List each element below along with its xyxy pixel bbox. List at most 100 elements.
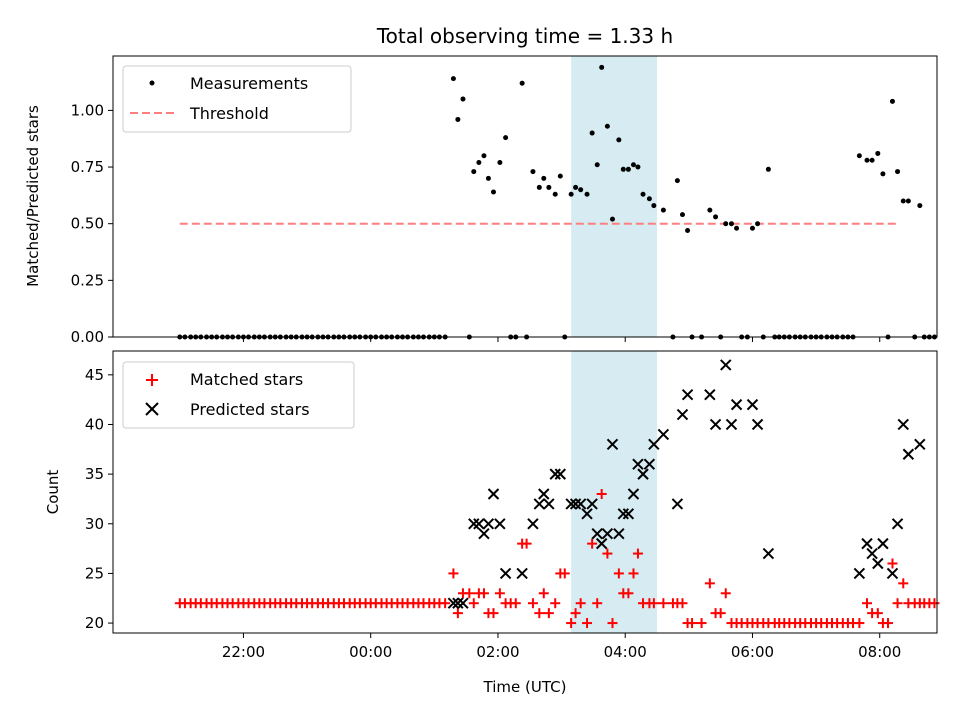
measurement-point — [589, 130, 595, 136]
legend-measurements-label: Measurements — [190, 74, 308, 93]
predicted-point — [549, 468, 561, 480]
matched-point — [883, 618, 894, 629]
matched-point — [538, 588, 549, 599]
y-tick-label: 1.00 — [71, 101, 104, 119]
predicted-point — [886, 567, 899, 580]
predicted-point — [533, 498, 546, 510]
predicted-point — [617, 508, 630, 520]
measurement-point — [651, 203, 657, 209]
predicted-point — [478, 527, 490, 540]
predicted-point — [704, 388, 716, 401]
predicted-point — [853, 567, 866, 580]
matched-point — [587, 538, 598, 549]
y-tick-label: 40 — [85, 415, 104, 433]
predicted-point — [725, 418, 738, 431]
predicted-point — [457, 597, 469, 609]
measurement-point — [640, 191, 646, 197]
measurement-point — [530, 169, 536, 175]
measurement-point — [660, 207, 666, 213]
x-tick-label: 04:00 — [604, 643, 647, 661]
matched-point — [648, 598, 659, 609]
predicted-point — [637, 468, 649, 480]
x-tick-label: 00:00 — [349, 643, 392, 661]
y-tick-label: 0.50 — [71, 215, 104, 233]
measurement-point — [749, 225, 755, 231]
matched-point — [696, 618, 707, 629]
predicted-point — [499, 567, 512, 580]
matched-point — [623, 588, 634, 599]
matched-point — [478, 588, 489, 599]
measurement-point — [578, 187, 584, 193]
predicted-point — [569, 498, 582, 510]
matched-point — [892, 598, 903, 609]
matched-point — [720, 588, 731, 599]
predicted-point — [671, 498, 684, 510]
matched-point — [527, 598, 538, 609]
measurement-point — [856, 153, 862, 159]
measurement-point — [713, 214, 719, 220]
top-panel: 0.00 0.25 0.50 0.75 1.00 Matched/Predicted s… — [24, 55, 938, 346]
matched-point — [494, 588, 505, 599]
measurement-point — [491, 189, 497, 195]
predicted-point — [452, 597, 464, 609]
measurement-point — [450, 76, 456, 82]
matched-point — [887, 558, 898, 569]
matched-point — [488, 608, 499, 619]
top-highlight-span — [571, 56, 658, 337]
measurement-point — [734, 225, 740, 231]
measurement-point — [584, 191, 590, 197]
measurement-point — [630, 162, 636, 168]
matched-point — [854, 618, 865, 629]
y-tick-label: 35 — [85, 465, 104, 483]
predicted-point — [487, 488, 500, 500]
measurement-point — [869, 157, 875, 163]
measurement-point — [604, 123, 610, 129]
bottom-legend: Matched stars Predicted stars — [122, 361, 355, 429]
predicted-point — [554, 468, 567, 480]
measurement-point — [557, 173, 563, 179]
matched-point — [440, 598, 451, 609]
predicted-point — [861, 537, 873, 550]
x-tick-label: 08:00 — [858, 643, 901, 661]
predicted-point — [643, 458, 656, 470]
bottom-axes-frame — [112, 350, 938, 634]
measurement-point — [723, 221, 729, 227]
measurement-point — [707, 207, 713, 213]
matched-point — [596, 488, 607, 499]
measurement-point — [519, 80, 525, 86]
predicted-point — [709, 418, 722, 431]
measurement-point — [895, 169, 901, 175]
predicted-point — [730, 398, 743, 411]
measurement-point — [599, 64, 605, 70]
predicted-point — [627, 488, 640, 500]
matched-point — [687, 618, 698, 629]
matched-point — [510, 598, 521, 609]
matched-point — [566, 618, 577, 629]
predicted-point — [574, 498, 587, 510]
matched-point — [452, 608, 463, 619]
top-y-axis-label: Matched/Predicted stars — [24, 105, 42, 287]
predicted-point — [676, 408, 689, 421]
predicted-point — [877, 537, 889, 550]
y-tick-label: 20 — [85, 614, 104, 632]
matched-point — [592, 598, 603, 609]
measurement-point — [568, 191, 574, 197]
measurement-point — [476, 160, 482, 166]
bottom-panel: 20 25 30 35 40 45 22:00 00:00 02:00 04:00 06:00 08… — [44, 350, 940, 696]
measurement-point — [880, 171, 886, 177]
predicted-point — [902, 448, 915, 460]
measurement-point — [875, 150, 881, 156]
top-legend: Measurements Threshold — [122, 65, 352, 133]
measurement-point — [620, 166, 626, 172]
predicted-point — [516, 567, 528, 580]
measurement-point — [765, 166, 771, 172]
predicted-point — [473, 518, 485, 530]
predicted-point — [606, 438, 619, 451]
measurement-point — [573, 184, 579, 190]
predicted-point — [897, 418, 909, 431]
x-tick-label: 06:00 — [731, 643, 774, 661]
bottom-matched-points — [174, 488, 940, 629]
matched-point — [468, 598, 479, 609]
matched-point — [862, 598, 873, 609]
